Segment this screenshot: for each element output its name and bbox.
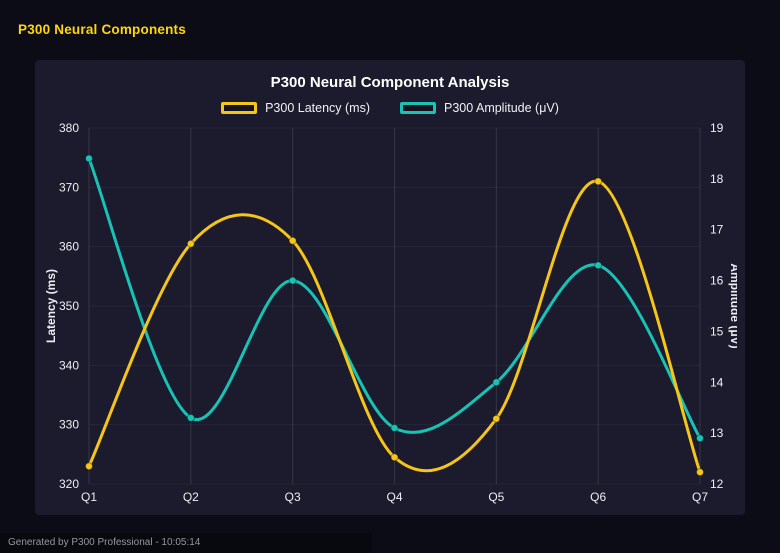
svg-text:16: 16 — [710, 274, 724, 288]
legend-label-latency: P300 Latency (ms) — [265, 101, 370, 115]
svg-text:19: 19 — [710, 123, 724, 135]
svg-text:Q2: Q2 — [183, 490, 199, 504]
chart-title: P300 Neural Component Analysis — [270, 74, 510, 91]
svg-text:15: 15 — [710, 324, 724, 338]
svg-text:350: 350 — [59, 299, 79, 313]
legend-swatch-amplitude-icon — [400, 102, 436, 114]
page-title: P300 Neural Components — [18, 22, 186, 37]
svg-text:360: 360 — [59, 240, 79, 254]
legend-item-amplitude[interactable]: P300 Amplitude (μV) — [400, 101, 559, 115]
svg-text:340: 340 — [59, 358, 79, 372]
svg-text:Q7: Q7 — [692, 490, 708, 504]
svg-text:12: 12 — [710, 477, 724, 491]
svg-text:Q3: Q3 — [285, 490, 301, 504]
svg-text:18: 18 — [710, 172, 724, 186]
svg-text:Latency (ms): Latency (ms) — [44, 269, 58, 343]
svg-text:Q1: Q1 — [81, 490, 97, 504]
svg-text:330: 330 — [59, 418, 79, 432]
svg-text:Amplitude (μV): Amplitude (μV) — [728, 263, 737, 348]
chart-canvas[interactable]: 320 330 340 350 360 370 380 12 13 14 15 16 17 18 19 Q1 Q… — [43, 123, 737, 505]
footer-status: Generated by P300 Professional - 10:05:1… — [0, 533, 372, 553]
legend-item-latency[interactable]: P300 Latency (ms) — [221, 101, 370, 115]
svg-text:13: 13 — [710, 426, 724, 440]
legend-label-amplitude: P300 Amplitude (μV) — [444, 101, 559, 115]
svg-text:320: 320 — [59, 477, 79, 491]
chart-legend: P300 Latency (ms) P300 Amplitude (μV) — [43, 101, 737, 115]
svg-text:380: 380 — [59, 123, 79, 135]
svg-text:17: 17 — [710, 223, 724, 237]
chart-panel: P300 Neural Component Analysis P300 Late… — [35, 60, 745, 515]
svg-text:Q4: Q4 — [386, 490, 402, 504]
svg-text:370: 370 — [59, 180, 79, 194]
legend-swatch-latency-icon — [221, 102, 258, 114]
svg-text:Q5: Q5 — [488, 490, 504, 504]
svg-text:Q6: Q6 — [590, 490, 606, 504]
svg-text:14: 14 — [710, 375, 724, 389]
